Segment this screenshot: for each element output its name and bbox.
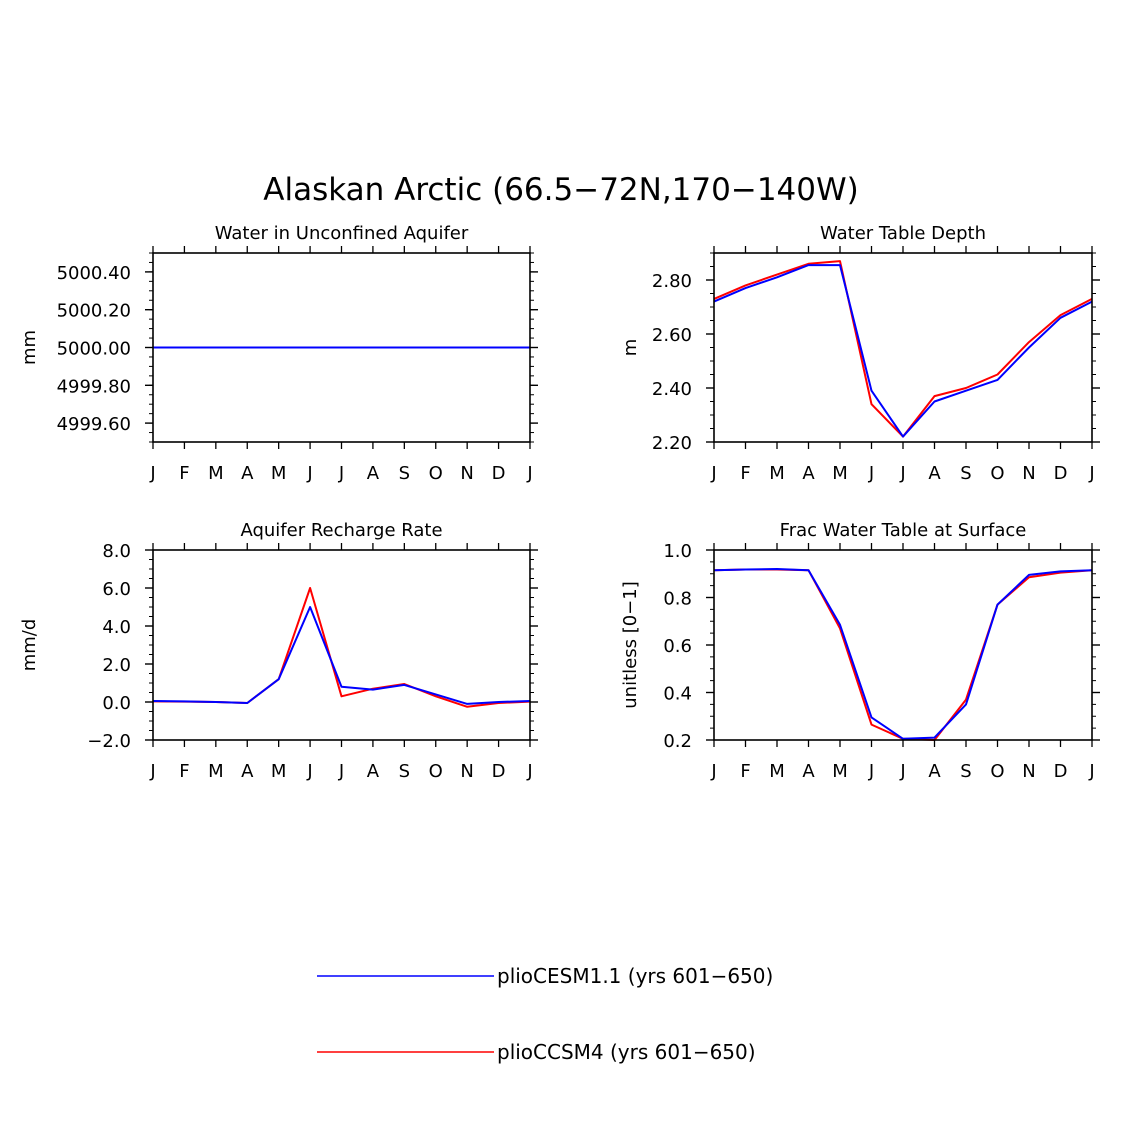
y-tick-label: 5000.40 xyxy=(57,263,131,284)
y-tick-label: 0.4 xyxy=(663,684,692,705)
x-tick-label: D xyxy=(492,463,506,484)
y-tick-label: 0.8 xyxy=(663,589,692,610)
x-tick-label: J xyxy=(149,761,155,782)
x-tick-label: M xyxy=(271,761,287,782)
x-tick-label: F xyxy=(179,463,189,484)
series-line-pliocesm1-1 xyxy=(713,264,1093,438)
plot-frame xyxy=(152,549,531,741)
x-tick-label: N xyxy=(460,761,473,782)
plot-frame xyxy=(713,549,1093,741)
x-tick-label: S xyxy=(960,761,971,782)
x-tick-label: J xyxy=(338,761,344,782)
x-tick-label: J xyxy=(1088,761,1094,782)
y-axis-label: mm xyxy=(19,330,40,365)
x-tick-label: J xyxy=(306,463,312,484)
panel-title: Water in Unconfined Aquifer xyxy=(215,223,469,244)
plot-frame xyxy=(713,252,1093,443)
x-tick-label: J xyxy=(710,761,716,782)
x-tick-label: D xyxy=(1054,761,1068,782)
series-line-plioccsm4 xyxy=(152,587,531,708)
x-tick-label: O xyxy=(990,761,1004,782)
series-line-pliocesm1-1 xyxy=(152,606,531,705)
series-line-pliocesm1-1 xyxy=(713,568,1093,740)
x-tick-label: M xyxy=(769,463,785,484)
figure-title: Alaskan Arctic (66.5−72N,170−140W) xyxy=(263,172,859,208)
x-tick-label: F xyxy=(740,463,750,484)
x-tick-label: J xyxy=(149,463,155,484)
x-tick-label: J xyxy=(868,463,874,484)
x-tick-label: J xyxy=(306,761,312,782)
y-tick-label: 2.60 xyxy=(652,325,692,346)
x-tick-label: M xyxy=(208,761,224,782)
y-axis-label: m xyxy=(620,339,641,357)
x-tick-label: J xyxy=(868,761,874,782)
x-tick-label: J xyxy=(338,463,344,484)
y-tick-label: 2.0 xyxy=(102,655,131,676)
y-tick-label: 0.2 xyxy=(663,731,692,752)
legend: plioCESM1.1 (yrs 601−650) plioCCSM4 (yrs … xyxy=(317,964,773,1064)
x-tick-label: N xyxy=(1022,463,1035,484)
y-tick-label: 2.40 xyxy=(652,379,692,400)
x-tick-label: S xyxy=(960,463,971,484)
y-tick-label: 5000.20 xyxy=(57,301,131,322)
x-tick-label: A xyxy=(928,463,941,484)
x-tick-label: A xyxy=(367,463,380,484)
x-tick-label: D xyxy=(1054,463,1068,484)
y-axis-label: unitless [0−1] xyxy=(620,581,641,708)
x-tick-label: A xyxy=(241,463,254,484)
x-tick-label: J xyxy=(899,463,905,484)
x-tick-label: O xyxy=(429,463,443,484)
x-tick-label: N xyxy=(460,463,473,484)
x-tick-label: D xyxy=(492,761,506,782)
panels: J F M A M J J A S O N D J4999.604999.805000.005000.2… xyxy=(19,223,1100,782)
y-tick-label: 8.0 xyxy=(102,541,131,562)
panel-title: Water Table Depth xyxy=(820,223,986,244)
x-tick-label: O xyxy=(429,761,443,782)
y-tick-label: −2.0 xyxy=(87,731,131,752)
x-tick-label: S xyxy=(399,463,410,484)
legend-label: plioCESM1.1 (yrs 601−650) xyxy=(497,964,773,988)
y-axis-label: mm/d xyxy=(19,619,40,672)
x-tick-label: J xyxy=(526,463,532,484)
x-tick-label: A xyxy=(928,761,941,782)
x-tick-label: F xyxy=(179,761,189,782)
y-tick-label: 4.0 xyxy=(102,617,131,638)
x-tick-label: A xyxy=(241,761,254,782)
x-tick-label: M xyxy=(271,463,287,484)
panel-title: Aquifer Recharge Rate xyxy=(240,520,442,541)
y-tick-label: 4999.80 xyxy=(57,376,131,397)
x-tick-label: J xyxy=(710,463,716,484)
x-tick-label: J xyxy=(1088,463,1094,484)
y-tick-label: 1.0 xyxy=(663,541,692,562)
x-tick-label: A xyxy=(367,761,380,782)
y-tick-label: 0.0 xyxy=(102,693,131,714)
series-line-plioccsm4 xyxy=(713,568,1093,741)
y-tick-label: 4999.60 xyxy=(57,414,131,435)
panel-3: J F M A M J J A S O N D J−2.00.02.04.06.08.0Aquifer … xyxy=(19,520,538,782)
series-line-plioccsm4 xyxy=(713,260,1093,438)
x-tick-label: O xyxy=(990,463,1004,484)
y-tick-label: 0.6 xyxy=(663,636,692,657)
x-tick-label: S xyxy=(399,761,410,782)
legend-label: plioCCSM4 (yrs 601−650) xyxy=(497,1040,756,1064)
y-tick-label: 6.0 xyxy=(102,579,131,600)
y-tick-label: 2.20 xyxy=(652,433,692,454)
x-tick-label: A xyxy=(802,761,815,782)
x-tick-label: J xyxy=(899,761,905,782)
panel-title: Frac Water Table at Surface xyxy=(780,520,1027,541)
x-tick-label: M xyxy=(832,761,848,782)
y-tick-label: 5000.00 xyxy=(57,339,131,360)
x-tick-label: N xyxy=(1022,761,1035,782)
x-tick-label: A xyxy=(802,463,815,484)
panel-1: J F M A M J J A S O N D J4999.604999.805000.005000.2… xyxy=(19,223,538,484)
x-tick-label: J xyxy=(526,761,532,782)
x-tick-label: M xyxy=(208,463,224,484)
x-tick-label: M xyxy=(769,761,785,782)
x-tick-label: M xyxy=(832,463,848,484)
y-tick-label: 2.80 xyxy=(652,271,692,292)
x-tick-label: F xyxy=(740,761,750,782)
